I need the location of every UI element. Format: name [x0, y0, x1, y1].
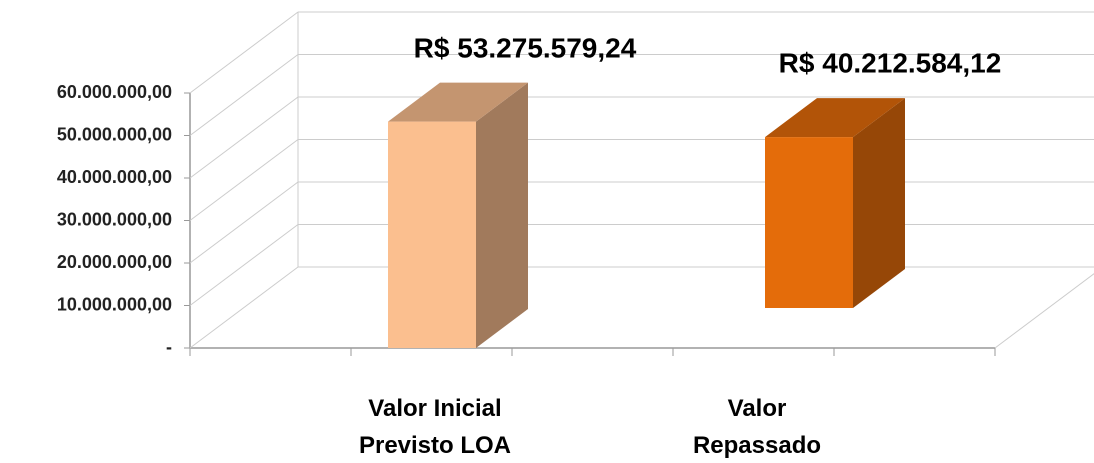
y-tick-label: 20.000.000,00: [57, 252, 172, 272]
bar-side: [853, 98, 905, 308]
y-tick-label: 10.000.000,00: [57, 294, 172, 314]
grid-line: [189, 11, 299, 94]
grid-line: [189, 266, 299, 349]
y-tick-label: -: [166, 337, 172, 357]
x-tick-label: Valor Inicial Previsto LOA: [358, 395, 512, 459]
grid-line: [189, 224, 299, 306]
grid-line: [189, 54, 299, 136]
grid-line: [189, 139, 299, 221]
floor-edge: [994, 273, 1094, 349]
value-label: R$ 40.212.584,12: [779, 47, 1002, 78]
y-tick-label: 40.000.000,00: [57, 167, 172, 187]
y-tick-label: 50.000.000,00: [57, 124, 172, 144]
y-tick-label: 30.000.000,00: [57, 209, 172, 229]
bar-side: [476, 82, 528, 348]
bar: [388, 121, 476, 348]
value-label: R$ 53.275.579,24: [414, 32, 637, 63]
bar-top: [765, 98, 905, 138]
x-tick-label: Valor Repassado: [692, 395, 822, 459]
y-tick-label: 60.000.000,00: [57, 82, 172, 102]
bar: [765, 137, 853, 308]
bar-top: [388, 82, 528, 122]
grid-line: [189, 181, 299, 264]
grid-line: [189, 96, 299, 179]
